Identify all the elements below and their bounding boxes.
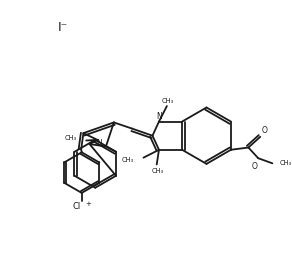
Text: O: O xyxy=(252,161,258,171)
Text: I⁻: I⁻ xyxy=(58,20,68,34)
Text: +: + xyxy=(85,201,91,207)
Text: CH₃: CH₃ xyxy=(65,135,77,141)
Text: CH₃: CH₃ xyxy=(279,160,291,166)
Text: CH₃: CH₃ xyxy=(121,157,134,163)
Text: N: N xyxy=(96,139,102,148)
Text: N: N xyxy=(157,112,162,121)
Text: CH₃: CH₃ xyxy=(151,168,163,174)
Text: CH₃: CH₃ xyxy=(161,98,173,104)
Text: O: O xyxy=(262,126,267,135)
Text: Cl: Cl xyxy=(72,202,81,211)
